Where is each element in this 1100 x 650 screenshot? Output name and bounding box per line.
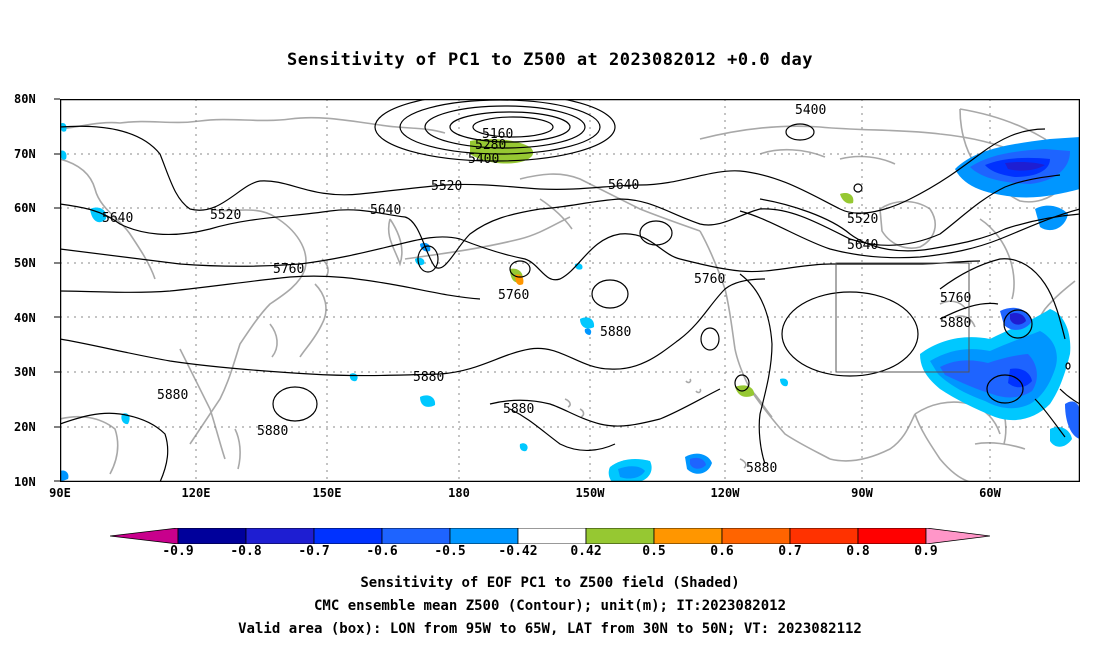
colorbar-cell bbox=[653, 528, 723, 544]
contour-label: 5880 bbox=[940, 316, 971, 331]
sensitivity-shading bbox=[60, 122, 1080, 482]
colorbar-cell bbox=[245, 528, 315, 544]
colorbar-cell bbox=[449, 528, 519, 544]
colorbar-cell bbox=[925, 528, 990, 544]
lon-label-120e: 120E bbox=[181, 486, 211, 500]
colorbar-label: -0.8 bbox=[230, 544, 262, 559]
lat-label-30n: 30N bbox=[14, 365, 36, 379]
lat-label-80n: 80N bbox=[14, 92, 36, 106]
axis-ticks bbox=[54, 98, 60, 482]
contour-label: 5640 bbox=[608, 178, 639, 193]
colorbar-cell bbox=[381, 528, 451, 544]
lon-label-120w: 120W bbox=[710, 486, 740, 500]
contour-label: 5520 bbox=[431, 179, 462, 194]
colorbar-cell bbox=[789, 528, 859, 544]
contour-label: 5520 bbox=[847, 212, 878, 227]
contour-label: 5400 bbox=[468, 152, 499, 167]
lon-label-90e: 90E bbox=[49, 486, 71, 500]
contour-label: 5760 bbox=[273, 262, 304, 277]
contour-label: 5520 bbox=[210, 208, 241, 223]
colorbar-label: -0.9 bbox=[162, 544, 194, 559]
contour-label: 5880 bbox=[157, 388, 188, 403]
colorbar-cell bbox=[177, 528, 247, 544]
lat-label-20n: 20N bbox=[14, 420, 36, 434]
coastlines bbox=[60, 108, 1076, 482]
lat-label-40n: 40N bbox=[14, 311, 36, 325]
colorbar-label: -0.42 bbox=[498, 544, 538, 559]
colorbar-label: 0.42 bbox=[570, 544, 602, 559]
colorbar-cell bbox=[110, 528, 179, 544]
colorbar-label: -0.5 bbox=[434, 544, 466, 559]
colorbar-label: 0.8 bbox=[846, 544, 870, 559]
contour-label: 5280 bbox=[475, 138, 506, 153]
contour-label: 5880 bbox=[257, 424, 288, 439]
contour-label: 5640 bbox=[847, 238, 878, 253]
colorbar-cell bbox=[721, 528, 791, 544]
contour-label: 5400 bbox=[795, 103, 826, 118]
colorbar bbox=[110, 528, 990, 544]
lon-label-60w: 60W bbox=[979, 486, 1001, 500]
colorbar-label: 0.9 bbox=[914, 544, 938, 559]
colorbar-label: -0.6 bbox=[366, 544, 398, 559]
lat-label-10n: 10N bbox=[14, 475, 36, 489]
caption-line-1: Sensitivity of EOF PC1 to Z500 field (Sh… bbox=[360, 575, 740, 591]
lat-label-70n: 70N bbox=[14, 147, 36, 161]
contour-label: 5880 bbox=[746, 461, 777, 476]
lat-label-50n: 50N bbox=[14, 256, 36, 270]
lat-label-60n: 60N bbox=[14, 201, 36, 215]
lon-label-90w: 90W bbox=[851, 486, 873, 500]
colorbar-cell bbox=[517, 528, 587, 544]
caption-line-2: CMC ensemble mean Z500 (Contour); unit(m… bbox=[313, 598, 786, 614]
valid-area-box bbox=[835, 262, 970, 373]
contour-label: 5880 bbox=[413, 370, 444, 385]
caption-line-3: Valid area (box): LON from 95W to 65W, L… bbox=[238, 621, 862, 637]
sensitivity-map: 5160 5280 5400 5400 5520 5520 5520 5640 … bbox=[60, 99, 1080, 482]
contour-label: 5880 bbox=[503, 402, 534, 417]
contour-label: 5160 bbox=[482, 127, 513, 142]
colorbar-label: 0.6 bbox=[710, 544, 734, 559]
grid-lines bbox=[60, 99, 1080, 482]
z500-contours bbox=[60, 99, 1080, 482]
contour-label: 5640 bbox=[370, 203, 401, 218]
contour-label: 5880 bbox=[600, 325, 631, 340]
contour-label-group: 5160 5280 5400 5400 5520 5520 5520 5640 … bbox=[102, 103, 971, 476]
plot-title: Sensitivity of PC1 to Z500 at 2023082012… bbox=[286, 50, 813, 70]
contour-label: 5760 bbox=[694, 272, 725, 287]
colorbar-label: 0.7 bbox=[778, 544, 802, 559]
map-frame bbox=[60, 99, 1080, 482]
lon-label-150w: 150W bbox=[575, 486, 605, 500]
colorbar-cell bbox=[585, 528, 655, 544]
lon-label-180: 180 bbox=[448, 486, 470, 500]
contour-label: 5640 bbox=[102, 211, 133, 226]
lon-label-150e: 150E bbox=[312, 486, 342, 500]
contour-label: 5760 bbox=[498, 288, 529, 303]
colorbar-label: -0.7 bbox=[298, 544, 330, 559]
contour-label: 5760 bbox=[940, 291, 971, 306]
colorbar-cell bbox=[313, 528, 383, 544]
colorbar-cell bbox=[857, 528, 927, 544]
colorbar-label: 0.5 bbox=[642, 544, 666, 559]
